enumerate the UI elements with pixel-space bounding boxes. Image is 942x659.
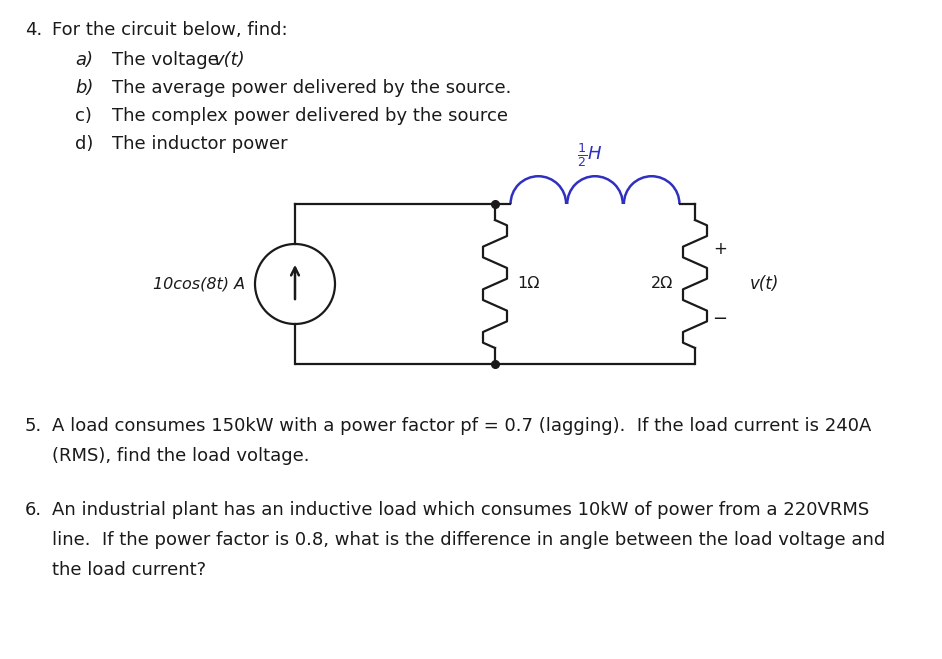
Text: 4.: 4.: [25, 21, 42, 39]
Text: +: +: [713, 240, 727, 258]
Text: A load consumes 150kW with a power factor pf = 0.7 (lagging).  If the load curre: A load consumes 150kW with a power facto…: [52, 417, 871, 435]
Text: 6.: 6.: [25, 501, 42, 519]
Text: (RMS), find the load voltage.: (RMS), find the load voltage.: [52, 447, 310, 465]
Text: The average power delivered by the source.: The average power delivered by the sourc…: [112, 79, 512, 97]
Text: c): c): [75, 107, 92, 125]
Text: d): d): [75, 135, 93, 153]
Text: The complex power delivered by the source: The complex power delivered by the sourc…: [112, 107, 508, 125]
Text: v(t): v(t): [214, 51, 246, 69]
Text: line.  If the power factor is 0.8, what is the difference in angle between the l: line. If the power factor is 0.8, what i…: [52, 531, 885, 549]
Text: An industrial plant has an inductive load which consumes 10kW of power from a 22: An industrial plant has an inductive loa…: [52, 501, 869, 519]
Text: −: −: [712, 310, 727, 328]
Text: 2Ω: 2Ω: [651, 277, 673, 291]
Text: The inductor power: The inductor power: [112, 135, 287, 153]
Text: $\mathdefault{\frac{1}{2}}$$H$: $\mathdefault{\frac{1}{2}}$$H$: [577, 141, 603, 169]
Text: 10cos(8t) A: 10cos(8t) A: [153, 277, 245, 291]
Text: b): b): [75, 79, 93, 97]
Text: For the circuit below, find:: For the circuit below, find:: [52, 21, 287, 39]
Text: the load current?: the load current?: [52, 561, 206, 579]
Text: 1Ω: 1Ω: [517, 277, 540, 291]
Text: The voltage: The voltage: [112, 51, 224, 69]
Text: v(t): v(t): [750, 275, 779, 293]
Text: 5.: 5.: [25, 417, 42, 435]
Text: a): a): [75, 51, 93, 69]
